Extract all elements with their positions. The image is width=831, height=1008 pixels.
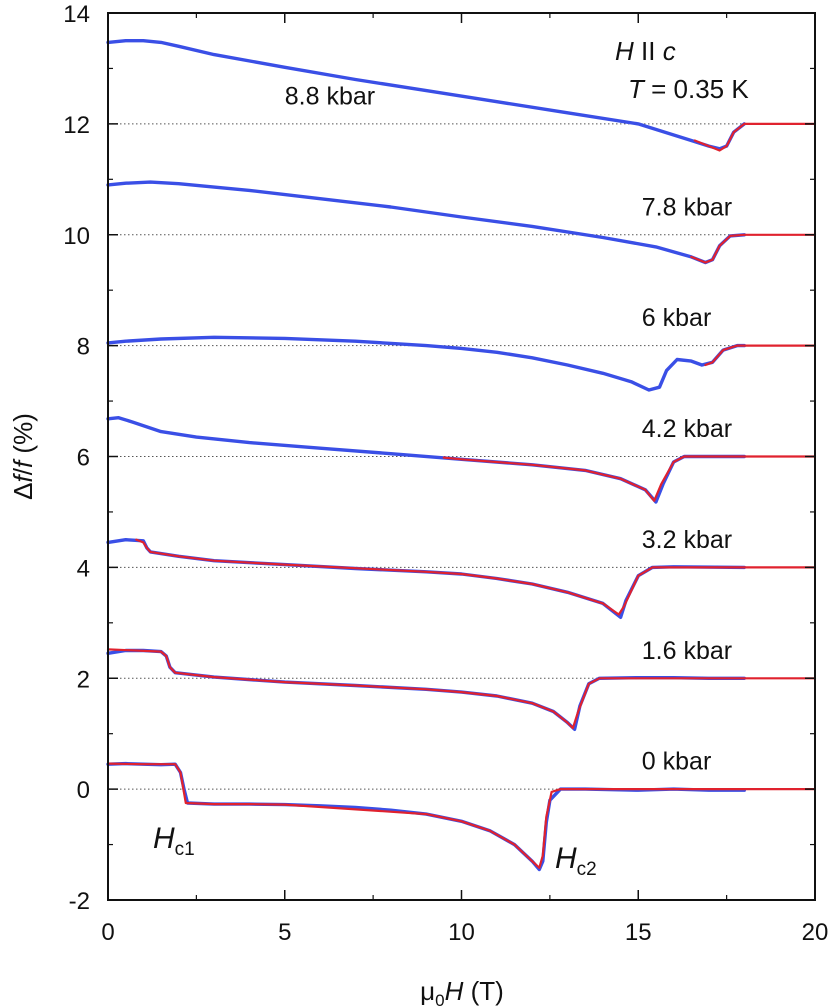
y-tick-label: -2 [69, 888, 90, 915]
x-tick-label: 0 [101, 919, 114, 946]
y-tick-label: 12 [63, 112, 90, 139]
y-tick-label: 10 [63, 223, 90, 250]
y-title-f2: f [8, 458, 38, 468]
series-pressure-label: 8.8 kbar [285, 82, 375, 110]
y-axis-title: Δf/f (%) [8, 413, 38, 500]
field-direction-annotation: H II c [615, 36, 676, 66]
series-line-blue [106, 39, 746, 151]
hc1-sub: c1 [175, 839, 195, 860]
hc2-sub: c2 [577, 859, 597, 880]
series-line-red [442, 455, 817, 502]
series-line-red [106, 648, 817, 730]
series-group: 0 kbar 1.6 kbar 3.2 kbar 4.2 kbar 6 kbar 7.8 … [106, 39, 817, 872]
x-tick-label: 15 [625, 919, 652, 946]
series-line-red [135, 538, 817, 616]
x-tick-label: 10 [448, 919, 475, 946]
x-title-mu: μ [420, 976, 435, 1006]
hc2-h: H [555, 842, 577, 875]
y-tick-label: 4 [77, 555, 90, 582]
series-line-red [690, 233, 817, 264]
x-tick-label: 5 [278, 919, 291, 946]
series-pressure-label: 7.8 kbar [642, 193, 732, 221]
annot-t: T [628, 74, 646, 104]
y-title-f1: f [8, 473, 38, 483]
series-pressure-label: 3.2 kbar [642, 526, 732, 554]
series-pressure-label: 1.6 kbar [642, 637, 732, 665]
y-tick-label: 0 [77, 777, 90, 804]
annot-c: c [663, 36, 676, 66]
x-title-sub0: 0 [435, 991, 444, 1008]
x-title-h: H [445, 976, 464, 1006]
x-tick-label: 20 [802, 919, 829, 946]
annot-temp-value: = 0.35 K [644, 74, 749, 104]
annot-h: H [615, 36, 634, 66]
series-line-blue [106, 761, 746, 872]
y-title-delta: Δ [8, 483, 38, 500]
y-title-unit: (%) [8, 413, 38, 461]
series-line-red [693, 122, 817, 152]
y-tick-label: 2 [77, 666, 90, 693]
hc2-label: Hc2 [555, 842, 597, 880]
series-pressure-label: 4.2 kbar [642, 415, 732, 443]
series-pressure-label: 0 kbar [642, 748, 711, 776]
hc1-h: H [153, 822, 175, 855]
y-tick-label: 6 [77, 445, 90, 472]
series-pressure-label: 6 kbar [642, 304, 711, 332]
x-title-unit: (T) [463, 976, 503, 1006]
hc1-label: Hc1 [153, 822, 195, 860]
annot-parallel: II [634, 36, 663, 66]
y-title-slash: / [8, 467, 38, 475]
series-line-red [106, 762, 817, 869]
y-tick-label: 14 [63, 1, 90, 28]
y-tick-label: 8 [77, 334, 90, 361]
ticks-group: 0 5 10 15 20 -2 0 2 4 6 8 10 12 14 [63, 1, 828, 946]
x-axis-title: μ0H (T) [420, 976, 504, 1008]
series-line-red [704, 344, 817, 367]
temperature-annotation: T = 0.35 K [628, 74, 749, 104]
